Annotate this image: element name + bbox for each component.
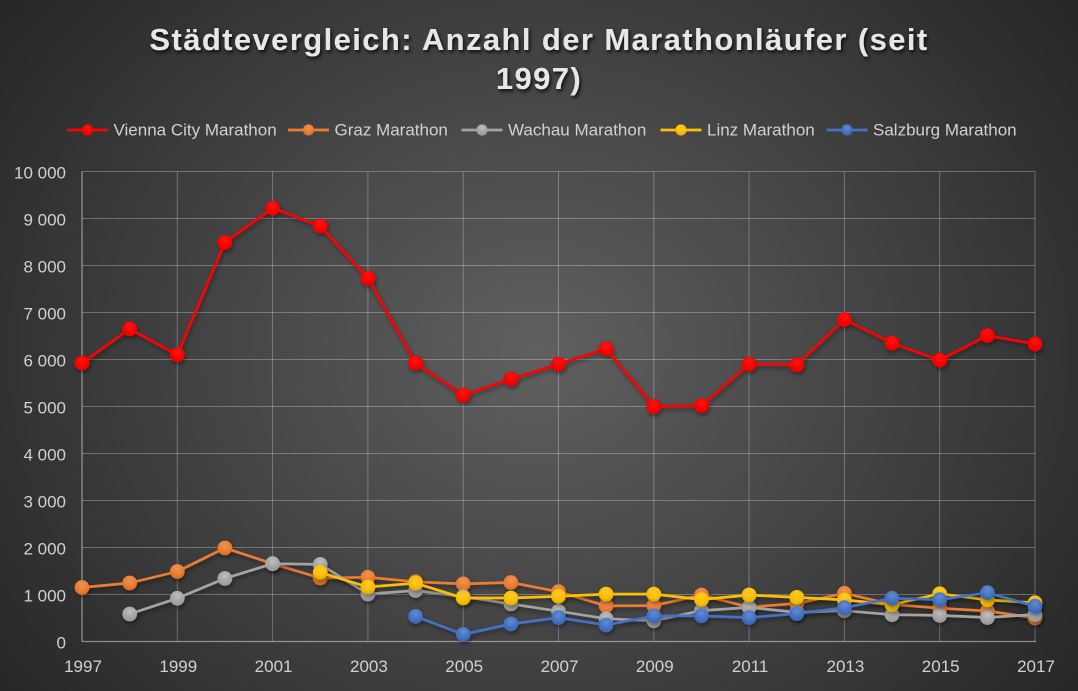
svg-text:6 000: 6 000: [23, 351, 66, 370]
svg-text:2017: 2017: [1017, 657, 1055, 676]
svg-text:1 000: 1 000: [23, 586, 66, 605]
svg-text:2001: 2001: [255, 657, 293, 676]
svg-text:2009: 2009: [636, 657, 674, 676]
svg-text:2007: 2007: [541, 657, 579, 676]
svg-text:Wachau Marathon: Wachau Marathon: [508, 121, 646, 140]
svg-text:Linz Marathon: Linz Marathon: [707, 121, 815, 140]
svg-text:2003: 2003: [350, 657, 388, 676]
svg-text:Vienna City Marathon: Vienna City Marathon: [114, 121, 277, 140]
svg-text:9 000: 9 000: [23, 210, 66, 229]
svg-text:8 000: 8 000: [23, 257, 66, 276]
svg-text:1999: 1999: [159, 657, 197, 676]
svg-text:4 000: 4 000: [23, 445, 66, 464]
svg-text:7 000: 7 000: [23, 304, 66, 323]
svg-text:2 000: 2 000: [23, 539, 66, 558]
svg-text:5 000: 5 000: [23, 398, 66, 417]
svg-text:0: 0: [57, 633, 66, 652]
svg-text:2015: 2015: [922, 657, 960, 676]
svg-text:3 000: 3 000: [23, 492, 66, 511]
svg-text:2013: 2013: [826, 657, 864, 676]
svg-text:Graz Marathon: Graz Marathon: [335, 121, 448, 140]
svg-text:2011: 2011: [732, 657, 769, 676]
svg-text:1997: 1997: [64, 657, 102, 676]
svg-text:1997): 1997): [496, 61, 582, 96]
svg-text:10 000: 10 000: [14, 163, 66, 182]
svg-text:Salzburg Marathon: Salzburg Marathon: [873, 121, 1017, 140]
svg-text:Städtevergleich: Anzahl der Ma: Städtevergleich: Anzahl der Marathonläuf…: [149, 22, 928, 57]
svg-text:2005: 2005: [445, 657, 483, 676]
